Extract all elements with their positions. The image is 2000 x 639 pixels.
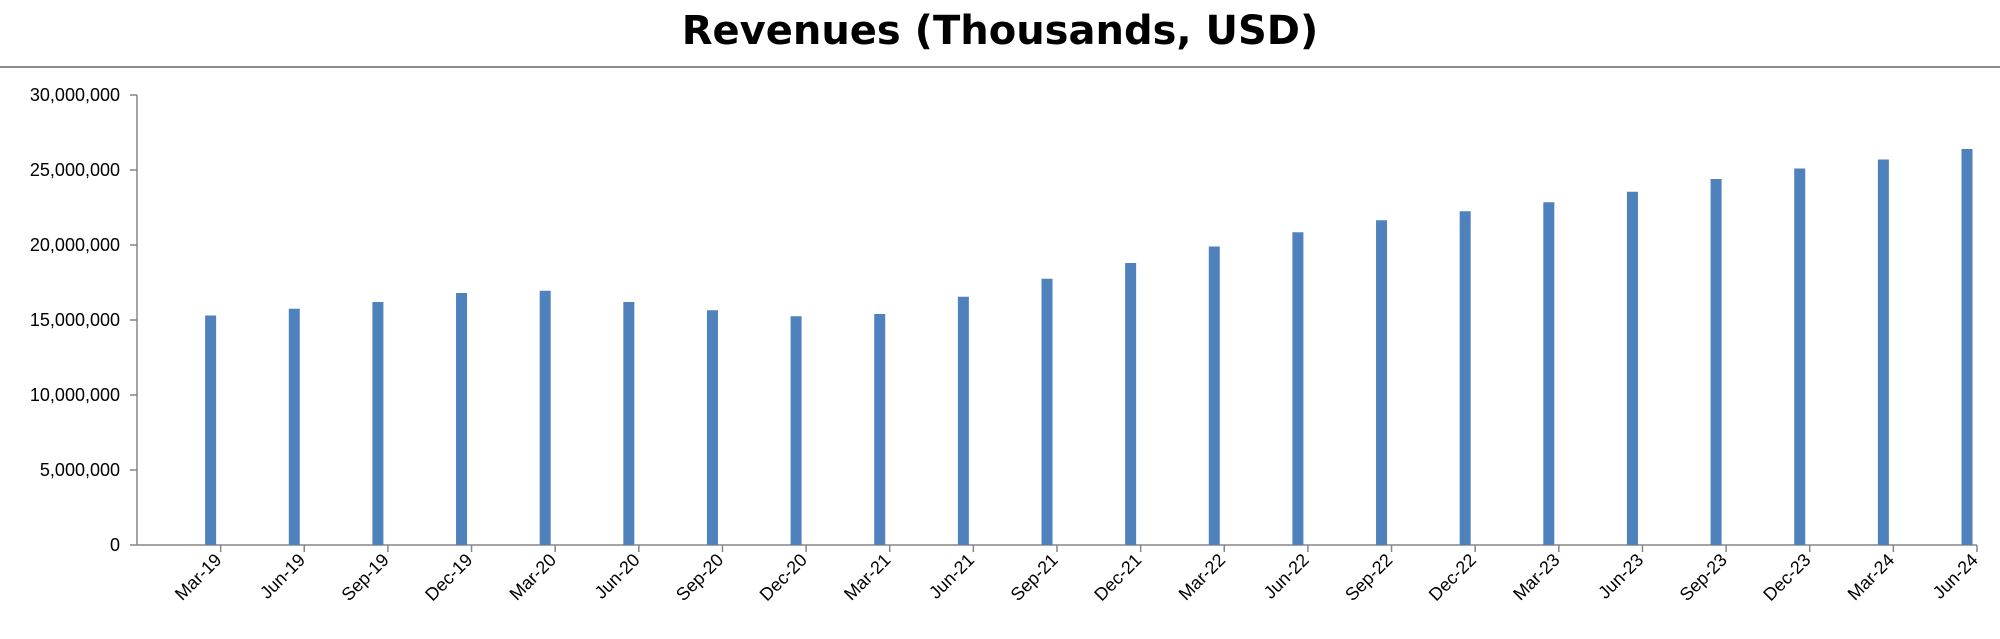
y-tick-label: 15,000,000: [30, 310, 120, 330]
x-tick-label: Dec-22: [1425, 550, 1480, 605]
bar: [957, 296, 969, 545]
x-tick-label: Sep-21: [1007, 550, 1062, 605]
bar: [372, 302, 384, 545]
y-tick-label: 20,000,000: [30, 235, 120, 255]
bar: [1292, 232, 1304, 545]
title-divider: [0, 66, 2000, 68]
y-tick-label: 5,000,000: [40, 460, 120, 480]
bar: [1543, 202, 1555, 545]
bar: [456, 293, 468, 545]
chart-title: Revenues (Thousands, USD): [681, 8, 1319, 54]
bar: [288, 308, 300, 545]
x-tick-label: Sep-23: [1676, 550, 1731, 605]
bar: [1626, 191, 1638, 545]
x-tick-label: Sep-22: [1341, 550, 1396, 605]
bar: [706, 310, 718, 545]
y-tick-label: 25,000,000: [30, 160, 120, 180]
x-tick-label: Sep-20: [672, 550, 727, 605]
y-tick-label: 30,000,000: [30, 85, 120, 105]
x-tick-label: Mar-23: [1509, 550, 1563, 604]
x-tick-label: Jun-20: [591, 550, 644, 603]
x-tick-label: Sep-19: [338, 550, 393, 605]
x-tick-label: Mar-20: [506, 550, 560, 604]
y-axis: 0 5,000,000 10,000,000 15,000,000 20,000,000…: [30, 85, 138, 555]
x-tick-label: Dec-19: [421, 550, 476, 605]
bar: [1125, 263, 1137, 545]
x-tick-label: Jun-19: [256, 550, 309, 603]
bars: [205, 149, 1973, 545]
x-tick-label: Jun-24: [1929, 550, 1982, 603]
x-tick-label: Dec-21: [1090, 550, 1145, 605]
x-tick-label: Jun-22: [1260, 550, 1313, 603]
bar: [1376, 220, 1388, 545]
y-tick-label: 10,000,000: [30, 385, 120, 405]
x-tick-label: Mar-24: [1844, 550, 1898, 604]
x-tick-label: Dec-20: [756, 550, 811, 605]
x-tick-label: Jun-23: [1594, 550, 1647, 603]
y-tick-label: 0: [110, 535, 120, 555]
bar: [874, 314, 886, 545]
x-tick-label: Mar-21: [840, 550, 894, 604]
bar: [205, 315, 217, 545]
bar: [1041, 278, 1053, 545]
bar: [1208, 246, 1220, 545]
bar: [1877, 159, 1889, 545]
bar: [623, 302, 635, 545]
bar: [1961, 149, 1973, 545]
x-tick-label: Jun-21: [925, 550, 978, 603]
x-tick-label: Mar-19: [171, 550, 225, 604]
bar: [539, 290, 551, 545]
x-tick-label: Mar-22: [1175, 550, 1229, 604]
bar: [1459, 211, 1471, 545]
bar: [1710, 179, 1722, 545]
bar: [790, 316, 802, 545]
x-axis: Mar-19 Jun-19 Sep-19 Dec-19 Mar-20 Jun-20 Sep-…: [137, 544, 1982, 605]
x-tick-label: Dec-23: [1759, 550, 1814, 605]
bar: [1794, 168, 1806, 545]
